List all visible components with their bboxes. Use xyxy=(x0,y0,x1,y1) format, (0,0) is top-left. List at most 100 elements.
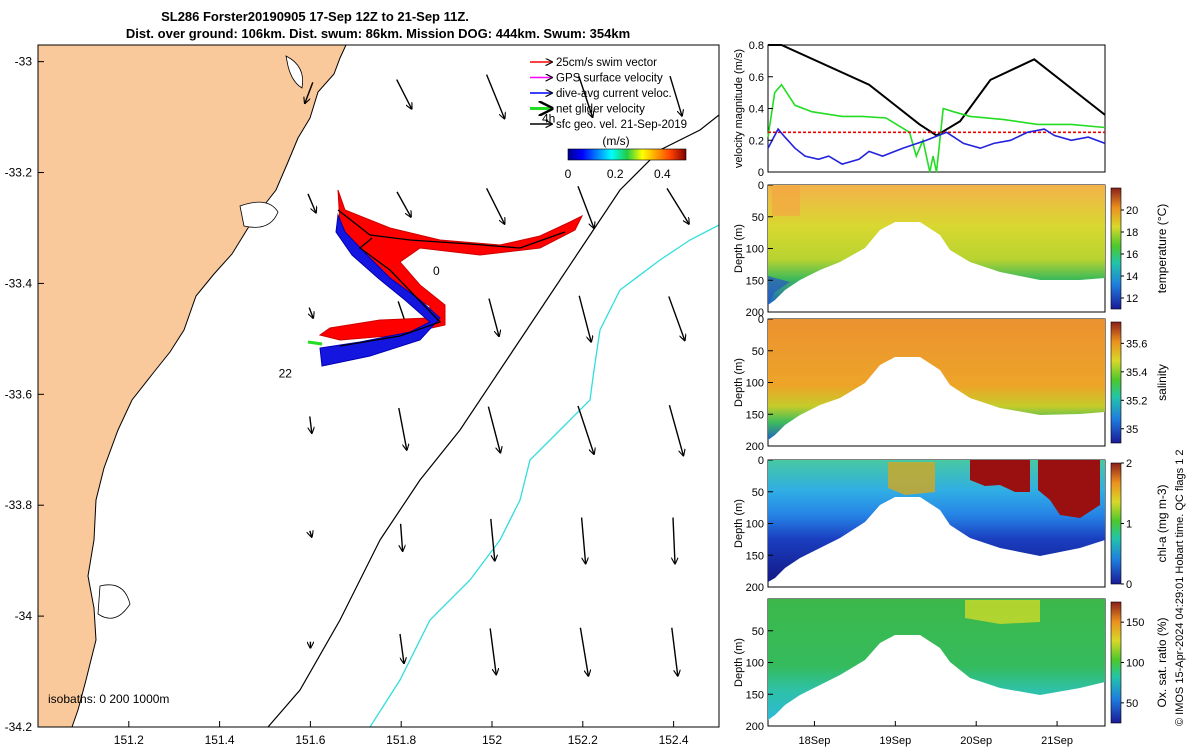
oxygen-field xyxy=(768,599,1105,720)
velocity-series-line xyxy=(767,83,1106,173)
panel-colorbar-tick-label: 0 xyxy=(1126,579,1132,591)
panel-y-tick-label: 200 xyxy=(746,582,764,594)
geostrophic-vector-arrow xyxy=(396,191,411,217)
panel-colorbar xyxy=(1110,601,1122,724)
oxygen-high-patch xyxy=(965,600,1040,624)
panel-colorbar-tick-label: 35.6 xyxy=(1126,338,1147,350)
panel-y-tick-label: 50 xyxy=(752,626,764,638)
panel-y-tick-label: 100 xyxy=(746,244,764,256)
map-panel: 151.2 151.4 151.6 151.8 152 152.2 152.4 -33 -33.… xyxy=(5,44,720,747)
geostrophic-vector-arrow xyxy=(399,633,404,663)
speed-colorbar-tick-label: 0.2 xyxy=(607,167,624,181)
panel-colorbar-tick-label: 35 xyxy=(1126,424,1138,436)
isobath-label: isobaths: 0 200 1000m xyxy=(48,692,169,706)
geostrophic-vector-arrow xyxy=(396,79,412,109)
glider-track xyxy=(307,189,584,367)
legend-label: 25cm/s swim vector xyxy=(556,57,657,69)
geostrophic-vector-arrow xyxy=(485,188,505,224)
geostrophic-vector-arrow xyxy=(489,628,496,674)
legend-label: dive-avg current veloc. xyxy=(556,88,672,100)
speed-colorbar: (m/s) 0 0.2 0.4 xyxy=(565,134,687,181)
panel-y-axis-label: Depth (m) xyxy=(733,499,745,548)
panel-y-tick-label: 200 xyxy=(746,721,764,733)
panel-y-axis-label: velocity magnitude (m/s) xyxy=(733,49,745,168)
panel-y-tick-label: 200 xyxy=(746,441,764,453)
velocity-panel-frame xyxy=(767,44,1106,173)
speed-colorbar-tick-label: 0.4 xyxy=(654,167,671,181)
panel-colorbar-tick-label: 2 xyxy=(1126,458,1132,470)
date-tick-label: 19Sep xyxy=(879,735,911,747)
temperature-panel xyxy=(767,184,1106,313)
date-tick-label: 20Sep xyxy=(960,735,992,747)
map-lon-tick-label: 151.2 xyxy=(114,733,144,747)
panel-y-tick-label: 50 xyxy=(752,346,764,358)
geostrophic-vector-arrow xyxy=(577,405,594,454)
panel-colorbar-tick-label: 50 xyxy=(1126,698,1138,710)
panel-y-axis-label: Depth (m) xyxy=(733,638,745,687)
panel-y-tick-label: 0.2 xyxy=(749,135,764,147)
map-time-label: 22 xyxy=(279,367,293,381)
legend-label: sfc geo. vel. 21-Sep-2019 xyxy=(556,119,687,131)
panel-y-tick-label: 0 xyxy=(758,455,764,467)
panel-y-tick-label: 100 xyxy=(746,378,764,390)
map-lon-tick-label: 152.2 xyxy=(568,733,598,747)
geostrophic-vector-arrow xyxy=(401,523,403,551)
panel-y-tick-label: 150 xyxy=(746,409,764,421)
geostrophic-vector-arrow xyxy=(580,517,586,564)
temperature-deep xyxy=(768,276,790,305)
speed-colorbar-label: (m/s) xyxy=(602,134,629,148)
figure-title: SL286 Forster20190905 17-Sep 12Z to 21-S… xyxy=(161,9,469,24)
map-legend: 25cm/s swim vector GPS surface velocity di… xyxy=(530,57,687,131)
map-lat-tick-label: -34.2 xyxy=(5,720,33,734)
panel-colorbar-label: Ox. sat. ratio (%) xyxy=(1155,617,1169,707)
figure-subtitle: Dist. over ground: 106km. Dist. swum: 86… xyxy=(126,26,630,41)
geostrophic-vector-arrow xyxy=(488,298,499,337)
net-velocity-marker xyxy=(307,340,323,346)
geostrophic-vector-arrow xyxy=(398,407,407,450)
coastline-land xyxy=(38,45,347,727)
panel-colorbar xyxy=(1110,187,1122,310)
geostrophic-vector-arrow xyxy=(669,75,682,116)
temperature-field xyxy=(768,185,1105,305)
panel-colorbar-tick-label: 18 xyxy=(1126,227,1138,239)
geostrophic-vector-arrow xyxy=(579,627,588,676)
map-lon-tick-label: 151.4 xyxy=(205,733,235,747)
geostrophic-vector-arrow xyxy=(666,187,689,224)
footer-text: © IMOS 15-Apr-2024 04:29:01 Hobart time.… xyxy=(1174,449,1186,726)
coastal-lake-1 xyxy=(239,201,279,228)
map-lat-tick-label: -33.8 xyxy=(5,498,33,512)
map-axes: 151.2 151.4 151.6 151.8 152 152.2 152.4 -33 -33.… xyxy=(5,55,689,747)
geostrophic-vector-arrow xyxy=(668,296,685,340)
panel-colorbar-label: temperature (°C) xyxy=(1155,204,1169,294)
panel-colorbar-tick-label: 35.2 xyxy=(1126,395,1147,407)
salinity-panel xyxy=(767,318,1106,447)
chlorophyll-bloom xyxy=(970,460,1100,518)
legend-label: GPS surface velocity xyxy=(556,73,663,85)
chlorophyll-patch xyxy=(888,462,935,495)
panel-y-tick-label: 150 xyxy=(746,689,764,701)
oxygen-panel xyxy=(767,598,1106,727)
map-lat-tick-label: -33.6 xyxy=(5,387,33,401)
panel-y-tick-label: 100 xyxy=(746,658,764,670)
coastal-lake-2 xyxy=(97,584,131,619)
velocity-series-line xyxy=(767,127,1106,165)
date-tick-label: 18Sep xyxy=(799,735,831,747)
chlorophyll-panel xyxy=(767,459,1106,588)
map-lon-tick-label: 151.8 xyxy=(386,733,416,747)
panel-colorbar-tick-label: 20 xyxy=(1126,205,1138,217)
panel-colorbar xyxy=(1110,321,1122,444)
panel-y-tick-label: 0 xyxy=(758,314,764,326)
panel-y-tick-label: 200 xyxy=(746,307,764,319)
geostrophic-vector-arrow xyxy=(668,405,683,455)
date-tick-label: 21Sep xyxy=(1041,735,1073,747)
map-lon-tick-label: 152 xyxy=(482,733,502,747)
geostrophic-vector-arrow xyxy=(673,517,675,564)
geostrophic-vector-arrow xyxy=(490,518,495,561)
map-lat-tick-label: -33.2 xyxy=(5,166,33,180)
right-panel-axes: 0 0.2 0.4 0.6 0.8 velocity magnitude (m/s) 0 50… xyxy=(733,40,1169,747)
panel-y-tick-label: 0 xyxy=(758,180,764,192)
panel-colorbar-tick-label: 14 xyxy=(1126,271,1138,283)
geostrophic-vector-arrow xyxy=(305,82,314,103)
panel-y-tick-label: 150 xyxy=(746,550,764,562)
